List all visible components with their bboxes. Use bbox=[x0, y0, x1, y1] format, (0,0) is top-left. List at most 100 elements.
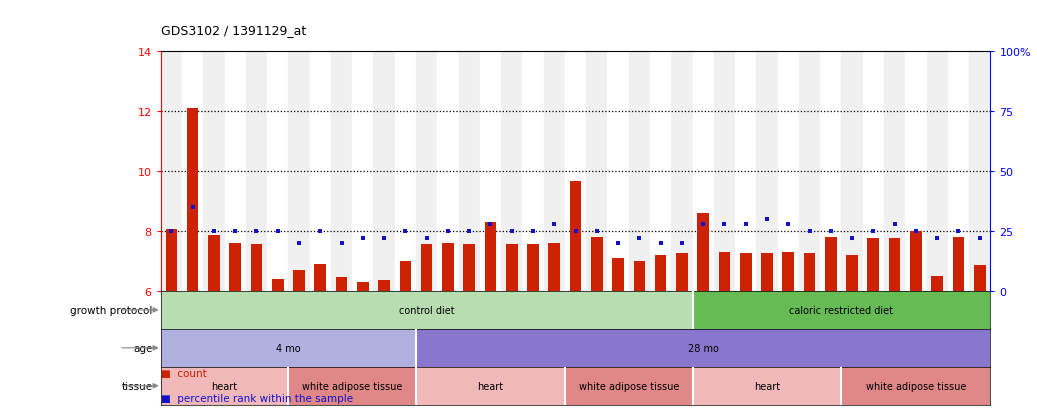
Bar bbox=[974, 266, 985, 291]
Bar bbox=[187, 109, 198, 291]
Text: control diet: control diet bbox=[399, 305, 454, 315]
Bar bbox=[825, 237, 837, 291]
Bar bbox=[268, 52, 288, 291]
Bar bbox=[203, 52, 225, 291]
Bar bbox=[523, 52, 543, 291]
Bar bbox=[841, 367, 990, 405]
Bar bbox=[543, 52, 565, 291]
Bar bbox=[884, 52, 905, 291]
Bar bbox=[161, 291, 693, 329]
Bar bbox=[379, 281, 390, 291]
Bar bbox=[863, 52, 884, 291]
Bar bbox=[506, 245, 517, 291]
Text: heart: heart bbox=[754, 381, 780, 391]
Bar bbox=[889, 239, 900, 291]
Text: ■  count: ■ count bbox=[161, 368, 206, 378]
Bar bbox=[225, 52, 246, 291]
Bar bbox=[671, 52, 693, 291]
Bar bbox=[272, 279, 283, 291]
Bar bbox=[442, 243, 454, 291]
Bar bbox=[756, 52, 778, 291]
Text: tissue: tissue bbox=[121, 381, 152, 391]
Bar bbox=[761, 254, 773, 291]
Bar bbox=[373, 52, 395, 291]
Bar bbox=[336, 278, 347, 291]
Bar bbox=[693, 367, 841, 405]
Bar bbox=[464, 245, 475, 291]
Bar bbox=[569, 182, 582, 291]
Bar bbox=[910, 231, 922, 291]
Bar bbox=[804, 254, 815, 291]
Bar bbox=[697, 214, 709, 291]
Text: age: age bbox=[133, 343, 152, 353]
Bar bbox=[628, 52, 650, 291]
Bar bbox=[166, 230, 177, 291]
Bar bbox=[501, 52, 523, 291]
Bar bbox=[634, 261, 645, 291]
Bar bbox=[353, 52, 373, 291]
Bar bbox=[650, 52, 671, 291]
Bar bbox=[246, 52, 268, 291]
Bar bbox=[416, 52, 438, 291]
Bar bbox=[399, 261, 412, 291]
Bar bbox=[846, 255, 858, 291]
Text: heart: heart bbox=[477, 381, 504, 391]
Text: white adipose tissue: white adipose tissue bbox=[866, 381, 966, 391]
Bar bbox=[161, 367, 288, 405]
Bar bbox=[778, 52, 798, 291]
Bar bbox=[183, 52, 203, 291]
Text: ■  percentile rank within the sample: ■ percentile rank within the sample bbox=[161, 393, 353, 403]
Bar bbox=[969, 52, 990, 291]
Bar bbox=[586, 52, 608, 291]
Bar bbox=[357, 282, 369, 291]
Bar bbox=[931, 276, 943, 291]
Bar bbox=[841, 52, 863, 291]
Bar bbox=[416, 329, 990, 367]
Bar bbox=[868, 239, 879, 291]
Bar bbox=[782, 252, 794, 291]
Bar bbox=[438, 52, 458, 291]
Bar bbox=[719, 252, 730, 291]
Bar bbox=[693, 291, 990, 329]
Bar bbox=[612, 258, 624, 291]
Text: white adipose tissue: white adipose tissue bbox=[302, 381, 402, 391]
Bar bbox=[416, 367, 565, 405]
Text: 4 mo: 4 mo bbox=[276, 343, 301, 353]
Bar bbox=[953, 237, 964, 291]
Bar bbox=[161, 52, 183, 291]
Bar bbox=[288, 367, 416, 405]
Bar bbox=[549, 243, 560, 291]
Bar bbox=[739, 254, 752, 291]
Bar bbox=[251, 245, 262, 291]
Text: growth protocol: growth protocol bbox=[71, 305, 152, 315]
Text: caloric restricted diet: caloric restricted diet bbox=[789, 305, 894, 315]
Bar bbox=[480, 52, 501, 291]
Text: GDS3102 / 1391129_at: GDS3102 / 1391129_at bbox=[161, 24, 306, 37]
Bar bbox=[331, 52, 353, 291]
Bar bbox=[458, 52, 480, 291]
Bar bbox=[288, 52, 310, 291]
Bar bbox=[293, 270, 305, 291]
Bar bbox=[565, 367, 693, 405]
Bar bbox=[565, 52, 586, 291]
Bar bbox=[591, 237, 602, 291]
Bar bbox=[798, 52, 820, 291]
Bar bbox=[735, 52, 756, 291]
Text: heart: heart bbox=[212, 381, 237, 391]
Bar bbox=[926, 52, 948, 291]
Bar bbox=[608, 52, 628, 291]
Bar bbox=[395, 52, 416, 291]
Bar bbox=[820, 52, 841, 291]
Bar bbox=[229, 243, 241, 291]
Bar bbox=[905, 52, 926, 291]
Bar bbox=[314, 264, 326, 291]
Bar bbox=[161, 329, 416, 367]
Bar bbox=[654, 255, 667, 291]
Text: white adipose tissue: white adipose tissue bbox=[579, 381, 679, 391]
Bar bbox=[484, 222, 497, 291]
Bar bbox=[208, 236, 220, 291]
Bar bbox=[527, 245, 539, 291]
Bar bbox=[421, 245, 432, 291]
Bar bbox=[713, 52, 735, 291]
Bar bbox=[676, 254, 688, 291]
